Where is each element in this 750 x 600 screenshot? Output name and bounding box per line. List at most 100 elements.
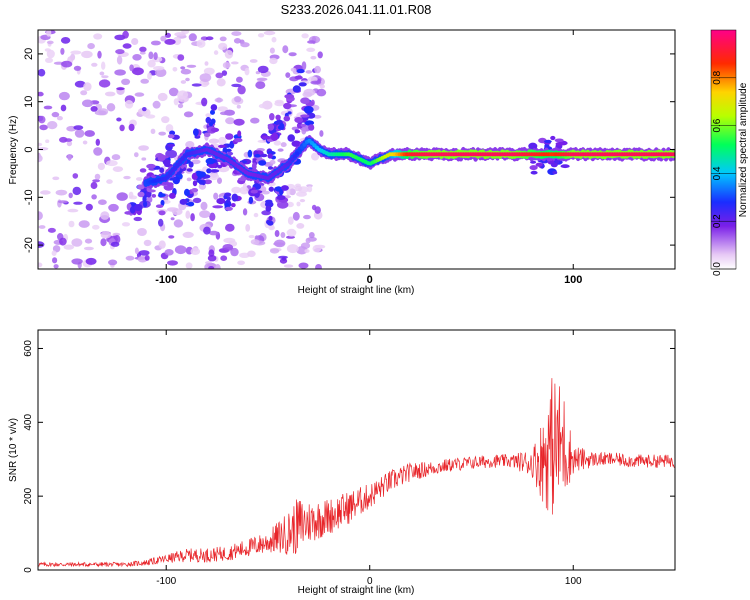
spectrogram-cell [112, 166, 124, 173]
spectrogram-cell [279, 123, 285, 130]
spectrogram-cell [199, 73, 212, 82]
spectrogram-cell [158, 218, 164, 227]
spectrogram-cell [190, 247, 201, 255]
spectrogram-cell [116, 192, 128, 201]
spectrogram-cell [269, 159, 276, 165]
spectrogram-cell [248, 196, 254, 204]
spectrogram-cell [305, 237, 311, 244]
spectrogram-cell [39, 124, 48, 131]
colorbar-tick-label: 0.2 [712, 214, 723, 228]
spectrogram-cell [38, 154, 43, 163]
spectrogram-cell [191, 83, 202, 87]
spectrogram-cell [67, 154, 72, 161]
spectrogram-cell [296, 201, 301, 207]
spectrogram-cell [303, 88, 316, 96]
spectrogram-cell [530, 170, 538, 175]
colorbar-label: Normalized spectral amplitude [738, 82, 749, 217]
colorbar-gradient [710, 29, 737, 270]
spectrogram-cell [123, 175, 131, 180]
spectrogram-cell [247, 149, 253, 158]
spectrogram-cell [66, 140, 73, 147]
spectrogram-cell [46, 49, 55, 59]
spectrogram-cell [544, 143, 550, 149]
spectrogram-cell [294, 75, 303, 80]
spectrogram-cell [186, 64, 197, 68]
spectrogram-cell [43, 105, 53, 110]
spectrogram-cell [142, 195, 147, 203]
spectrogram-cell [38, 68, 46, 77]
spectrogram-cell [132, 54, 142, 61]
spectrogram-x-tick-label: 0 [367, 274, 373, 286]
spectrogram-cell [183, 111, 194, 118]
spectrogram-cell [153, 66, 165, 71]
spectrogram-cell [203, 226, 211, 235]
spectrogram-cell [81, 50, 93, 59]
snr-y-tick-label: 400 [23, 414, 34, 431]
spectrogram-cell [57, 200, 68, 204]
spectrogram-cell [231, 31, 242, 36]
spectrogram-cell [148, 51, 154, 60]
spectrogram-cell [131, 67, 144, 76]
spectrogram-cell [250, 239, 260, 245]
spectrogram-cell [251, 162, 257, 170]
spectrogram-cell [138, 250, 150, 256]
spectrogram-cell [47, 121, 58, 130]
spectrogram-cell [133, 204, 143, 211]
spectrogram-cell [529, 165, 538, 171]
spectrogram-cell [315, 264, 322, 269]
spectrogram-cell [270, 132, 279, 141]
colorbar-tick-label: 0.0 [712, 262, 723, 276]
spectrogram-cell [222, 244, 234, 251]
spectrogram-cell [150, 40, 161, 46]
spectrogram-cell [210, 104, 218, 111]
spectrogram-cell [177, 90, 189, 100]
spectrogram-cell [210, 109, 215, 115]
ridge-core [297, 148, 302, 153]
spectrogram-cell [282, 45, 289, 54]
spectrogram-cell [205, 116, 212, 124]
spectrogram-cell [265, 205, 272, 212]
spectrogram-cell [161, 116, 170, 124]
spectrogram-cell [301, 61, 307, 71]
spectrogram-cell [213, 192, 219, 200]
spectrogram-cell [177, 54, 185, 61]
spectrogram-cell [155, 204, 164, 208]
spectrogram-cell [85, 257, 97, 265]
spectrogram-cell [257, 65, 269, 74]
spectrogram-cell [92, 224, 100, 230]
spectrogram-cell [225, 133, 234, 140]
spectrogram-cell [265, 199, 273, 204]
spectrogram-cell [83, 82, 92, 91]
spectrogram-cell [95, 138, 101, 146]
spectrogram-cell [143, 239, 152, 247]
spectrogram-cell [144, 255, 150, 261]
spectrogram-cell [159, 167, 165, 173]
spectrogram-cell [90, 106, 98, 112]
spectrogram-cell [319, 84, 325, 89]
spectrogram-cell [179, 198, 188, 205]
spectrogram-cell [60, 37, 71, 44]
spectrogram-cell [210, 127, 220, 133]
spectrogram-cell [267, 220, 274, 226]
spectrogram-cell [190, 213, 195, 222]
spectrogram-cell [300, 123, 306, 127]
spectrogram-cell [298, 262, 309, 269]
spectrogram-cell [257, 33, 265, 38]
spectrogram-cell [247, 250, 256, 258]
spectrogram-cell [300, 97, 310, 104]
spectrogram-cell [83, 246, 94, 251]
spectrogram-cell [137, 191, 145, 198]
spectrogram-cell [310, 55, 317, 60]
spectrogram-cell [552, 171, 558, 175]
spectrogram-cell [185, 262, 193, 269]
spectrogram-cell [230, 247, 239, 257]
spectrogram-cell [555, 142, 565, 146]
spectrogram-cell [142, 107, 147, 112]
colorbar: 0.0 0.2 0.4 0.6 0.8 Normalized spectral ampl… [710, 29, 749, 276]
ridge-core [170, 168, 175, 173]
spectrogram-cell [283, 115, 291, 122]
spectrogram-cell [47, 227, 56, 233]
spectrogram-cell [307, 40, 316, 44]
spectrogram-cell [268, 215, 273, 222]
spectrogram-cell [59, 237, 67, 246]
